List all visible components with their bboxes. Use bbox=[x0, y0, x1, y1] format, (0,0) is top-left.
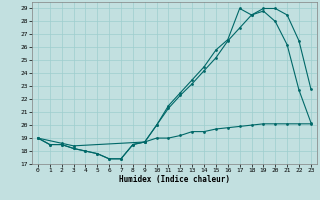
X-axis label: Humidex (Indice chaleur): Humidex (Indice chaleur) bbox=[119, 175, 230, 184]
